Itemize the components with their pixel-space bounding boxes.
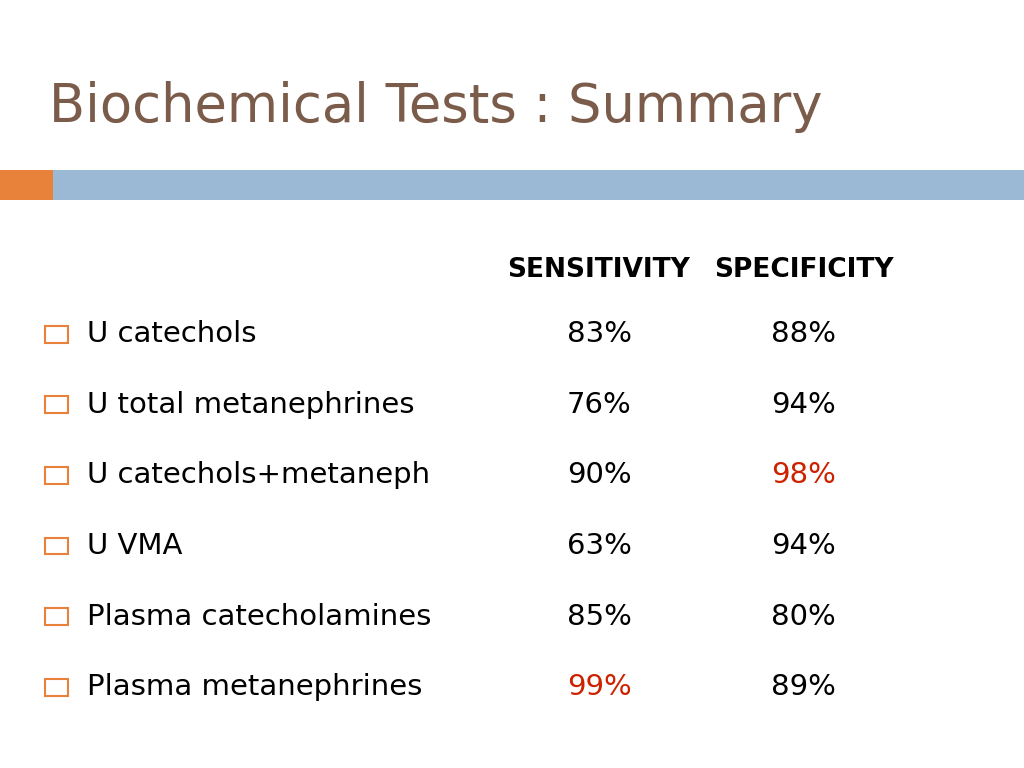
Text: Biochemical Tests : Summary: Biochemical Tests : Summary xyxy=(49,81,822,133)
Bar xyxy=(45,396,68,413)
Text: U VMA: U VMA xyxy=(87,532,182,560)
Text: 80%: 80% xyxy=(771,603,837,631)
Bar xyxy=(45,326,68,343)
Text: SPECIFICITY: SPECIFICITY xyxy=(714,257,894,283)
Text: 94%: 94% xyxy=(771,532,837,560)
Text: 85%: 85% xyxy=(566,603,632,631)
Bar xyxy=(45,467,68,484)
Text: 89%: 89% xyxy=(771,674,837,701)
Text: Plasma catecholamines: Plasma catecholamines xyxy=(87,603,431,631)
Text: Plasma metanephrines: Plasma metanephrines xyxy=(87,674,423,701)
Text: U catechols: U catechols xyxy=(87,320,257,348)
Bar xyxy=(0,170,53,200)
Text: 98%: 98% xyxy=(771,462,837,489)
Text: 99%: 99% xyxy=(566,674,632,701)
Text: 88%: 88% xyxy=(771,320,837,348)
Bar xyxy=(45,538,68,554)
Text: SENSITIVITY: SENSITIVITY xyxy=(508,257,690,283)
Text: 90%: 90% xyxy=(566,462,632,489)
Text: U catechols+metaneph: U catechols+metaneph xyxy=(87,462,430,489)
Bar xyxy=(45,608,68,625)
Text: 83%: 83% xyxy=(566,320,632,348)
Text: U total metanephrines: U total metanephrines xyxy=(87,391,415,419)
Text: 76%: 76% xyxy=(566,391,632,419)
Text: 94%: 94% xyxy=(771,391,837,419)
Bar xyxy=(53,170,1024,200)
Bar xyxy=(45,679,68,696)
Text: 63%: 63% xyxy=(566,532,632,560)
